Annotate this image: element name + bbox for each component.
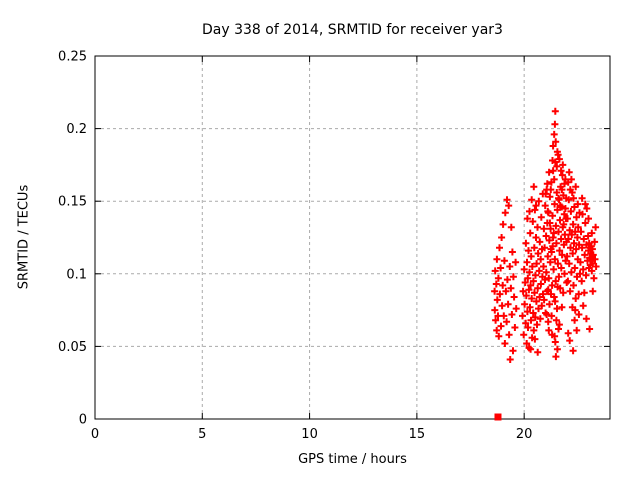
svg-text:20: 20 [516, 427, 533, 442]
plot-border [94, 55, 611, 420]
chart-title: Day 338 of 2014, SRMTID for receiver yar… [202, 22, 503, 38]
svg-text:10: 10 [301, 427, 318, 442]
svg-text:0.15: 0.15 [58, 195, 87, 210]
tick-labels: 0 5 10 15 20 0 0.05 0.1 0.15 0.2 0.25 [58, 50, 532, 443]
svg-text:0.05: 0.05 [58, 340, 87, 355]
svg-text:0: 0 [91, 427, 99, 442]
svg-text:15: 15 [409, 427, 426, 442]
zero-value-marker [494, 413, 502, 421]
x-axis-label: GPS time / hours [298, 452, 407, 467]
svg-text:0.25: 0.25 [58, 50, 87, 65]
svg-text:0: 0 [79, 413, 87, 428]
data-points [491, 107, 600, 363]
svg-text:0.1: 0.1 [66, 267, 87, 282]
gridlines [95, 56, 610, 419]
svg-text:5: 5 [198, 427, 206, 442]
svg-text:0.2: 0.2 [66, 122, 87, 137]
